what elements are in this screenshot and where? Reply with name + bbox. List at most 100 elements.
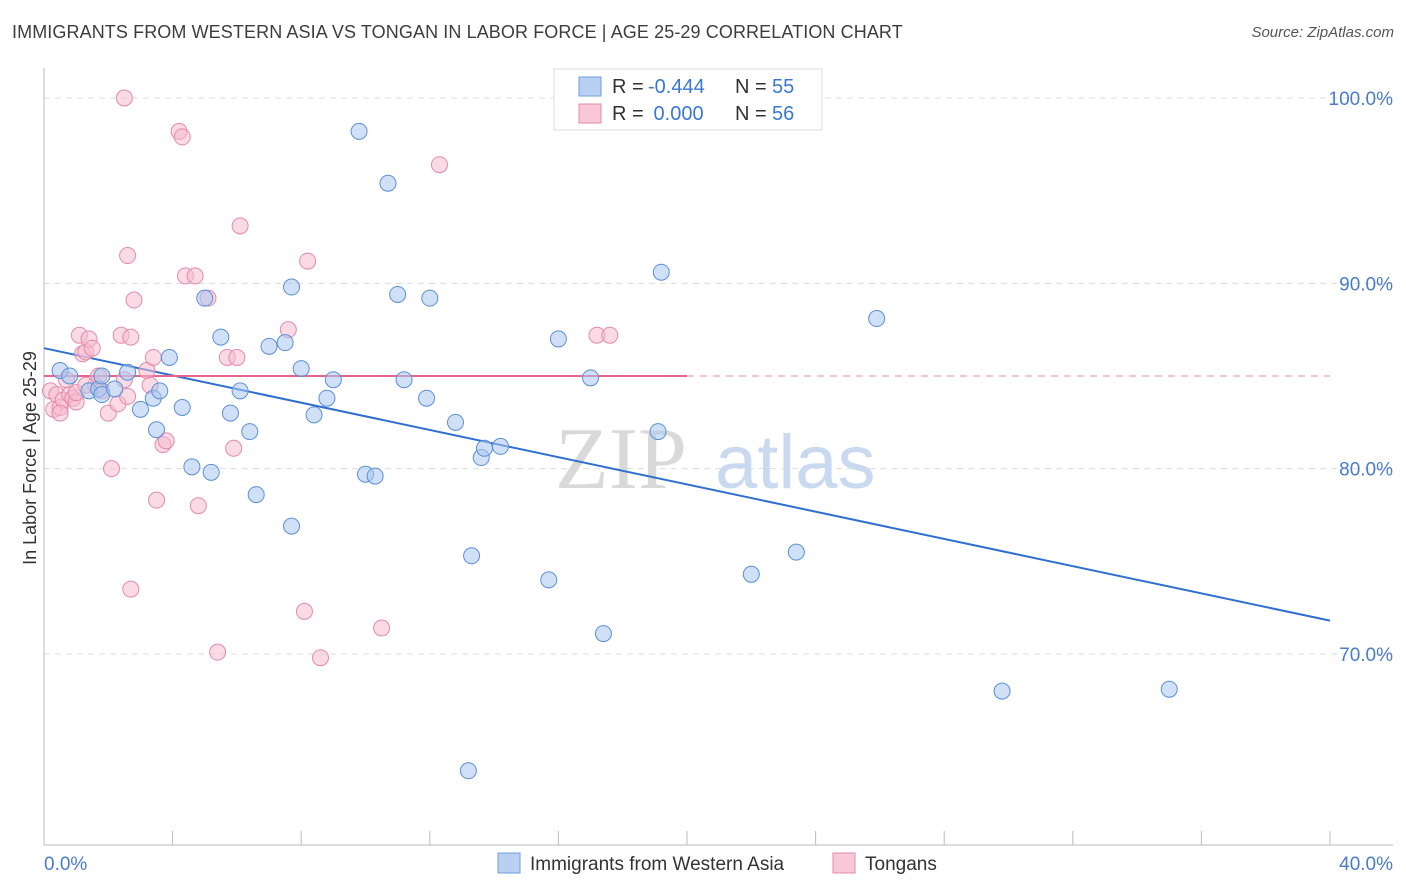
x-tick-label: 0.0% xyxy=(44,854,87,875)
point-western-asia xyxy=(418,389,436,407)
point-western-asia xyxy=(549,330,567,348)
point-western-asia xyxy=(652,263,670,281)
legend-box: R = -0.444 N = 55 R = 0.000 N = 56 xyxy=(553,68,823,131)
watermark: ZIP atlas xyxy=(555,411,876,508)
point-tongans xyxy=(373,619,391,637)
y-tick-label: 90.0% xyxy=(1339,274,1393,295)
point-western-asia xyxy=(868,310,886,328)
point-tongans xyxy=(311,649,329,667)
point-western-asia xyxy=(447,413,465,431)
point-tongans xyxy=(173,128,191,146)
point-western-asia xyxy=(649,423,667,441)
point-western-asia xyxy=(993,682,1011,700)
legend-r-label-2: R = xyxy=(612,103,644,125)
point-western-asia xyxy=(61,367,79,385)
point-tongans xyxy=(51,404,69,422)
point-tongans xyxy=(186,267,204,285)
watermark-atlas: atlas xyxy=(715,420,876,505)
chart-title: IMMIGRANTS FROM WESTERN ASIA VS TONGAN I… xyxy=(12,22,903,42)
point-tongans xyxy=(119,247,137,265)
point-western-asia xyxy=(540,571,558,589)
y-tick-labels: 70.0% 80.0% 90.0% 100.0% xyxy=(1329,89,1394,666)
point-western-asia xyxy=(148,421,166,439)
point-tongans xyxy=(115,89,133,107)
point-western-asia xyxy=(119,363,137,381)
bottom-legend-label-blue: Immigrants from Western Asia xyxy=(530,854,785,875)
point-tongans xyxy=(83,339,101,357)
point-tongans xyxy=(122,580,140,598)
point-tongans xyxy=(189,497,207,515)
point-western-asia xyxy=(173,399,191,417)
point-tongans xyxy=(225,439,243,457)
point-western-asia xyxy=(1160,680,1178,698)
point-tongans xyxy=(125,291,143,309)
point-western-asia xyxy=(160,348,178,366)
legend-r-value-2: 0.000 xyxy=(648,103,704,125)
point-western-asia xyxy=(324,371,342,389)
point-tongans xyxy=(148,491,166,509)
trend-line-western-asia xyxy=(43,347,1331,622)
point-western-asia xyxy=(231,382,249,400)
point-western-asia xyxy=(283,517,301,535)
legend-r-value-1: -0.444 xyxy=(648,76,705,98)
legend-n-label-1: N = xyxy=(735,76,767,98)
watermark-zip: ZIP xyxy=(555,411,687,508)
point-tongans xyxy=(430,156,448,174)
point-western-asia xyxy=(151,382,169,400)
point-western-asia xyxy=(283,278,301,296)
legend-r-label-1: R = xyxy=(612,76,644,98)
y-tick-label: 80.0% xyxy=(1339,460,1393,481)
point-western-asia xyxy=(395,371,413,389)
legend-n-value-1: 55 xyxy=(772,76,794,98)
point-western-asia xyxy=(276,334,294,352)
point-tongans xyxy=(157,432,175,450)
gridlines xyxy=(44,97,1393,655)
point-western-asia xyxy=(389,285,407,303)
point-western-asia xyxy=(742,565,760,583)
point-tongans xyxy=(299,252,317,270)
point-western-asia xyxy=(183,458,201,476)
point-tongans xyxy=(122,328,140,346)
bottom-legend-label-pink: Tongans xyxy=(865,854,937,875)
point-western-asia xyxy=(93,367,111,385)
point-tongans xyxy=(228,348,246,366)
point-western-asia xyxy=(787,543,805,561)
bottom-legend-swatch-blue xyxy=(497,852,521,874)
point-western-asia xyxy=(594,625,612,643)
point-western-asia xyxy=(292,360,310,378)
point-western-asia xyxy=(421,289,439,307)
point-western-asia xyxy=(475,439,493,457)
point-western-asia xyxy=(492,437,510,455)
point-western-asia xyxy=(463,547,481,565)
point-tongans xyxy=(209,643,227,661)
legend-swatch-pink xyxy=(578,103,602,124)
y-tick-label: 100.0% xyxy=(1329,89,1394,110)
legend-swatch-blue xyxy=(578,76,602,97)
point-tongans xyxy=(144,348,162,366)
point-western-asia xyxy=(221,404,239,422)
point-western-asia xyxy=(305,406,323,424)
point-western-asia xyxy=(350,122,368,140)
point-tongans xyxy=(601,326,619,344)
point-western-asia xyxy=(202,463,220,481)
point-western-asia xyxy=(366,467,384,485)
point-western-asia xyxy=(196,289,214,307)
point-tongans xyxy=(231,217,249,235)
bottom-legend-swatch-pink xyxy=(832,852,856,874)
legend-n-label-2: N = xyxy=(735,103,767,125)
point-western-asia xyxy=(582,369,600,387)
legend-n-value-2: 56 xyxy=(772,103,794,125)
axes xyxy=(43,68,1393,846)
point-western-asia xyxy=(260,337,278,355)
point-western-asia xyxy=(212,328,230,346)
point-western-asia xyxy=(459,762,477,780)
point-western-asia xyxy=(379,174,397,192)
chart-source: Source: ZipAtlas.com xyxy=(1251,24,1394,41)
data-points xyxy=(41,89,1178,780)
point-western-asia xyxy=(106,380,124,398)
x-tick-labels: 0.0% 40.0% xyxy=(44,854,1393,875)
y-tick-label: 70.0% xyxy=(1339,645,1393,666)
point-tongans xyxy=(119,387,137,405)
x-tick-label: 40.0% xyxy=(1339,854,1393,875)
